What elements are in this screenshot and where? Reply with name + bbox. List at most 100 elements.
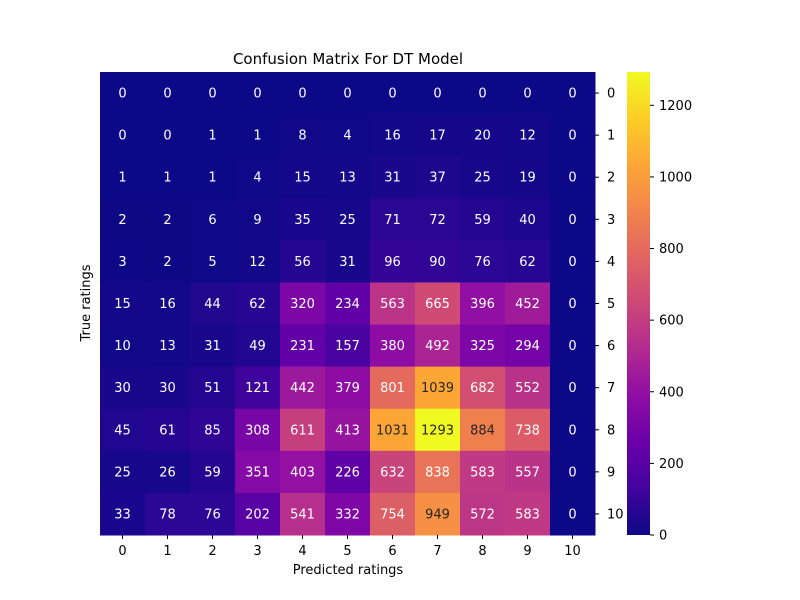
heatmap-cell: [235, 366, 281, 410]
cell-value-label: 96: [384, 255, 401, 270]
cell-value-label: 294: [515, 339, 540, 354]
cell-value-label: 563: [380, 297, 405, 312]
heatmap-cell: [100, 114, 146, 157]
heatmap-cell: [280, 366, 326, 410]
heatmap-cell: [325, 72, 371, 115]
cell-value-label: 325: [470, 339, 495, 354]
cell-value-label: 611: [290, 423, 315, 438]
heatmap-cell: [100, 72, 146, 115]
cell-value-label: 40: [519, 213, 536, 228]
heatmap-cell: [460, 366, 506, 410]
cell-value-label: 452: [515, 297, 540, 312]
cell-value-label: 31: [204, 339, 221, 354]
cell-value-label: 76: [474, 255, 491, 270]
heatmap-cell: [190, 72, 236, 115]
heatmap-cell: [190, 156, 236, 199]
cell-value-label: 10: [114, 339, 131, 354]
cell-value-label: 838: [425, 465, 450, 480]
cell-value-label: 62: [519, 255, 536, 270]
heatmap-cell: [280, 240, 326, 283]
heatmap-cell: [190, 366, 236, 410]
cell-value-label: 72: [429, 213, 446, 228]
cell-value-label: 0: [118, 87, 126, 102]
heatmap-cell: [505, 156, 551, 199]
cell-value-label: 1031: [376, 423, 409, 438]
cell-value-label: 85: [204, 423, 221, 438]
heatmap-cell: [370, 114, 416, 157]
cell-value-label: 632: [380, 465, 405, 480]
cell-value-label: 0: [568, 339, 576, 354]
cell-value-label: 0: [568, 507, 576, 522]
colorbar-tick-label: 1000: [659, 170, 692, 185]
y-tick-label: 10: [607, 507, 624, 522]
heatmap-cell: [190, 198, 236, 241]
x-tick-label: 8: [478, 544, 486, 559]
cell-value-label: 396: [470, 297, 495, 312]
heatmap-cell: [145, 282, 191, 326]
heatmap-cell: [100, 450, 146, 494]
heatmap-cell: [280, 282, 326, 326]
cell-value-label: 1: [208, 171, 216, 186]
heatmap-cell: [415, 492, 461, 536]
cell-value-label: 37: [429, 171, 446, 186]
heatmap-cell: [550, 492, 596, 536]
cell-value-label: 583: [470, 465, 495, 480]
cell-value-label: 56: [294, 255, 311, 270]
cell-value-label: 492: [425, 339, 450, 354]
cell-value-label: 78: [159, 507, 176, 522]
x-tick-label: 1: [163, 544, 171, 559]
heatmap-cell: [370, 366, 416, 410]
cell-value-label: 45: [114, 423, 131, 438]
heatmap-cell: [325, 240, 371, 283]
x-axis: 0 1 2 3 4 5 6 7 8 9 10: [118, 535, 581, 559]
heatmap-cell: [550, 366, 596, 410]
x-tick-label: 4: [298, 544, 306, 559]
heatmap-cell: [145, 450, 191, 494]
cell-value-label: 30: [159, 381, 176, 396]
cell-value-label: 25: [339, 213, 356, 228]
cell-value-label: 0: [163, 129, 171, 144]
cell-value-label: 31: [339, 255, 356, 270]
cell-value-label: 738: [515, 423, 540, 438]
heatmap-cell: [235, 198, 281, 241]
heatmap-cell: [370, 240, 416, 283]
heatmap-cell: [415, 450, 461, 494]
y-tick-label: 1: [607, 129, 615, 144]
cell-value-label: 403: [290, 465, 315, 480]
cell-value-label: 351: [245, 465, 270, 480]
cell-value-label: 541: [290, 507, 315, 522]
heatmap-cell: [235, 156, 281, 199]
heatmap-cell: [325, 450, 371, 494]
cell-value-label: 6: [208, 213, 216, 228]
heatmap-cell: [100, 240, 146, 283]
heatmap-cell: [505, 450, 551, 494]
colorbar-tick-label: 800: [659, 242, 684, 257]
heatmap-cell: [505, 198, 551, 241]
y-tick-label: 4: [607, 255, 615, 270]
heatmap-cell: [550, 282, 596, 326]
cell-value-label: 0: [568, 423, 576, 438]
heatmap-cell: [190, 114, 236, 157]
cell-value-label: 0: [523, 87, 531, 102]
cell-value-label: 3: [118, 255, 126, 270]
heatmap-cell: [325, 198, 371, 241]
heatmap-cell: [145, 240, 191, 283]
x-tick-label: 7: [433, 544, 441, 559]
heatmap-cell: [370, 72, 416, 115]
cell-value-label: 4: [253, 171, 261, 186]
heatmap-cell: [280, 492, 326, 536]
cell-value-label: 15: [114, 297, 131, 312]
heatmap-cell: [190, 492, 236, 536]
y-axis-label: True ratings: [79, 264, 94, 342]
heatmap-cell: [145, 324, 191, 368]
cell-value-label: 13: [159, 339, 176, 354]
heatmap-cell: [505, 366, 551, 410]
cell-value-label: 2: [163, 255, 171, 270]
heatmap-cell: [325, 282, 371, 326]
cell-value-label: 13: [339, 171, 356, 186]
cell-value-label: 71: [384, 213, 401, 228]
heatmap-cell: [550, 114, 596, 157]
heatmap-cell: [505, 72, 551, 115]
heatmap-cell: [460, 114, 506, 157]
heatmap-cell: [280, 198, 326, 241]
